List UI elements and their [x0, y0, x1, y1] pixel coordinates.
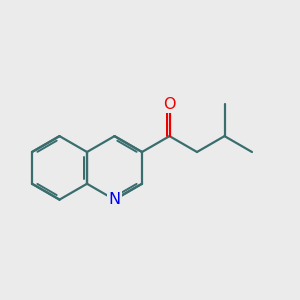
Text: N: N [108, 192, 121, 207]
Text: O: O [163, 97, 176, 112]
